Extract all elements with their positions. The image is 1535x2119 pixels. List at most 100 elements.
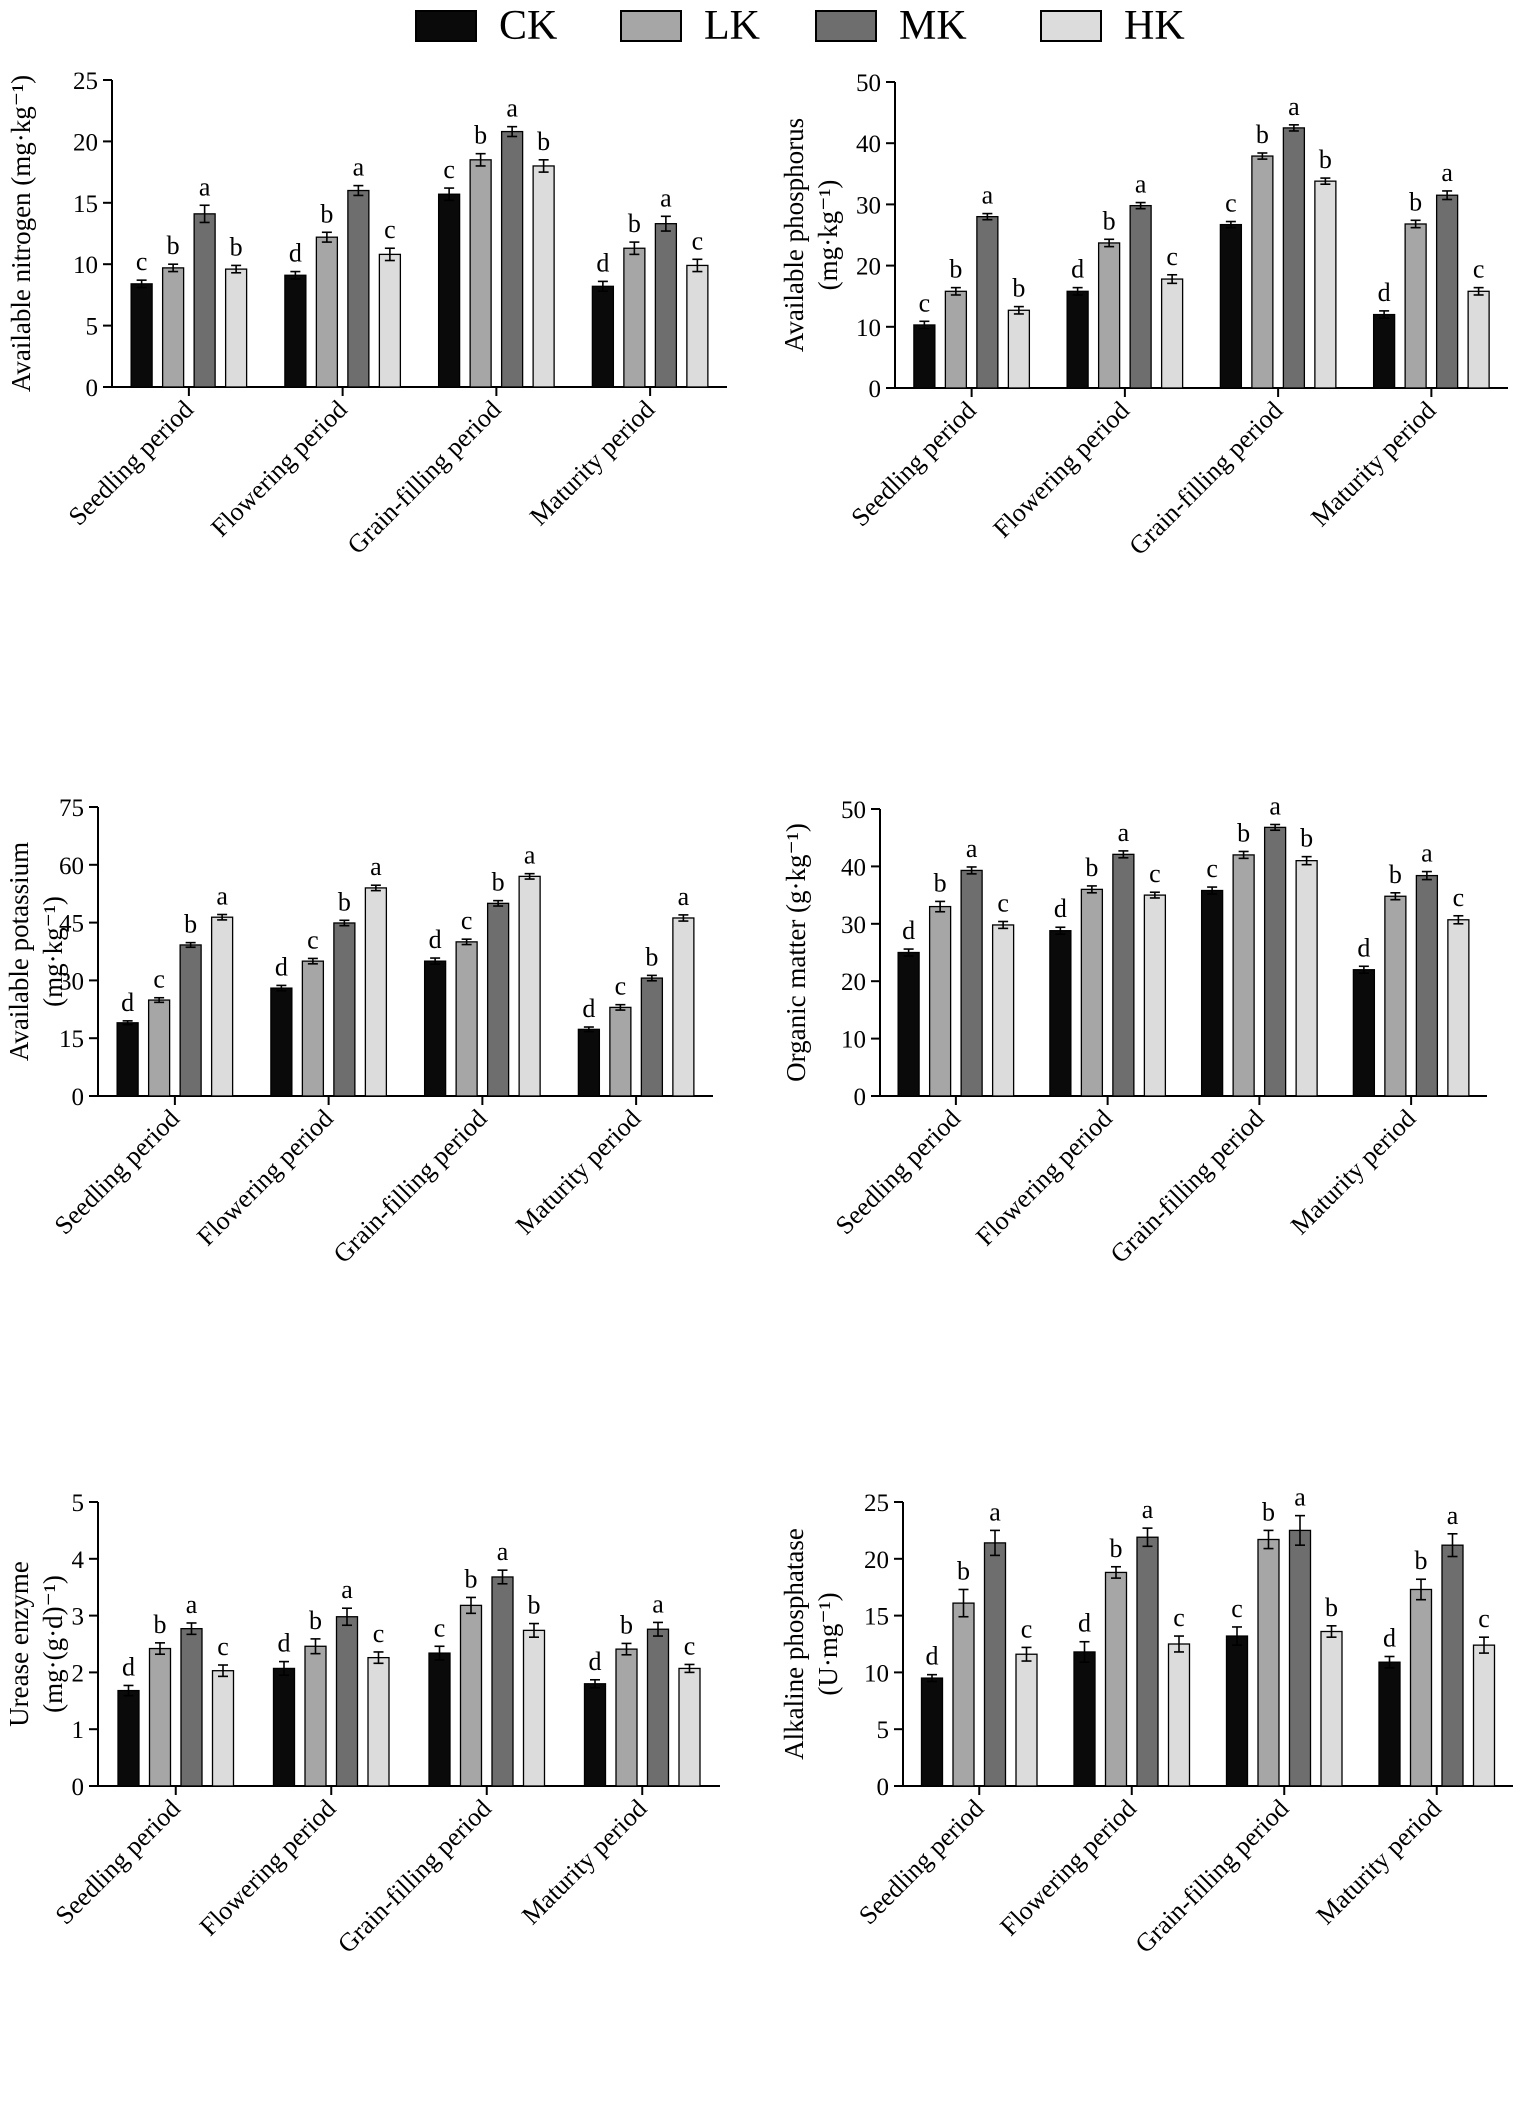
significance-letter: d (1383, 1623, 1396, 1652)
bar-ck (922, 1678, 943, 1786)
bar-hk (379, 254, 400, 387)
x-tick-label: Grain-filling period (1123, 396, 1288, 561)
significance-letter: c (1478, 1604, 1490, 1633)
bar-hk (1321, 1632, 1342, 1786)
significance-letter: a (989, 1497, 1001, 1526)
y-axis-label: Available phosphorus (mg·kg⁻¹) (779, 118, 843, 352)
significance-letter: c (384, 215, 396, 244)
bar-hk (1016, 1654, 1037, 1786)
bar-ck (1220, 225, 1241, 388)
legend: CK LK MK HK (0, 0, 1535, 55)
significance-letter: b (645, 942, 658, 971)
bar-ck (898, 953, 919, 1097)
significance-letter: c (307, 925, 319, 954)
significance-letter: c (153, 965, 165, 994)
significance-letter: b (1389, 860, 1402, 889)
bar-mk (1137, 1537, 1158, 1786)
bar-lk (930, 907, 951, 1096)
significance-letter: b (537, 127, 550, 156)
x-tick-label: Grain-filling period (1105, 1104, 1270, 1269)
bar-mk (1130, 206, 1151, 388)
chart-available-nitrogen: 0 5 10 15 20 25 Available nitrogen (mg·kg⁻¹) Se… (0, 60, 760, 750)
bar-mk (180, 945, 201, 1096)
significance-letter: b (1262, 1497, 1275, 1526)
significance-letter: c (1166, 242, 1178, 271)
bar-lk (1385, 896, 1406, 1096)
bar-hk (1296, 861, 1317, 1096)
bar-hk (519, 876, 540, 1096)
bar-ck (578, 1029, 599, 1096)
significance-letter: b (949, 255, 962, 284)
bar-hk (533, 166, 554, 387)
y-tick-label: 20 (841, 969, 866, 996)
significance-letter: b (338, 887, 351, 916)
bar-ck (425, 961, 446, 1096)
significance-letter: c (997, 889, 1009, 918)
significance-letter: b (1085, 853, 1098, 882)
y-tick-label: 15 (59, 1026, 84, 1053)
x-tick-label: Maturity period (516, 1794, 652, 1930)
bar-ck (914, 325, 935, 388)
bar-mk (1437, 195, 1458, 388)
bar-hk (212, 917, 233, 1096)
y-tick-label: 75 (59, 795, 84, 822)
y-tick-label: 50 (856, 70, 881, 97)
bar-mk (1290, 1530, 1311, 1786)
legend-item-lk: LK (620, 6, 760, 46)
significance-letter: d (275, 952, 288, 981)
y-tick-label: 50 (841, 797, 866, 824)
x-tick-label: Grain-filling period (328, 1104, 493, 1269)
significance-letter: b (620, 1610, 633, 1639)
bar-lk (610, 1007, 631, 1096)
bar-lk (461, 1605, 482, 1786)
significance-letter: a (1269, 791, 1281, 820)
significance-letter: c (1021, 1614, 1033, 1643)
significance-letter: c (1173, 1603, 1185, 1632)
x-tick-label: Seedling period (845, 396, 981, 532)
significance-letter: c (461, 906, 473, 935)
significance-letter: d (902, 916, 915, 945)
y-tick-label: 60 (59, 853, 84, 880)
chart-urease-enzyme: 0 1 2 3 4 5 Urease enzyme (mg·(g·d)⁻¹) Seedling … (0, 1460, 760, 2115)
x-tick-label: Seedling period (49, 1104, 185, 1240)
bar-mk (348, 191, 369, 387)
significance-letter: b (474, 121, 487, 150)
x-tick-label: Seedling period (830, 1104, 966, 1240)
bar-lk (1106, 1572, 1127, 1786)
significance-letter: b (628, 209, 641, 238)
significance-letter: b (1415, 1546, 1428, 1575)
chart-organic-matter: 0 10 20 30 40 50 Organic matter (g·kg⁻¹) Seedli… (775, 765, 1535, 1445)
bar-hk (226, 269, 247, 387)
legend-swatch-mk (815, 10, 877, 42)
x-tick-label: Seedling period (50, 1794, 186, 1930)
y-axis-label: Organic matter (g·kg⁻¹) (781, 823, 811, 1082)
bar-lk (1099, 243, 1120, 388)
bar-ck (131, 284, 152, 387)
significance-letter: d (429, 925, 442, 954)
bar-ck (274, 1668, 295, 1786)
bar-ck (285, 275, 306, 387)
y-axis-label-text: Available nitrogen (mg·kg⁻¹) (6, 75, 36, 392)
significance-letter: c (136, 247, 148, 276)
significance-letter: a (341, 1575, 353, 1604)
significance-letter: b (320, 199, 333, 228)
significance-letter: c (1231, 1594, 1243, 1623)
bar-lk (616, 1649, 637, 1786)
y-tick-label: 15 (864, 1604, 889, 1631)
significance-letter: d (1357, 933, 1370, 962)
significance-letter: a (982, 181, 994, 210)
significance-letter: d (289, 239, 302, 268)
bar-hk (1315, 181, 1336, 388)
y-axis-label-text: Organic matter (g·kg⁻¹) (781, 823, 811, 1082)
y-tick-label: 25 (73, 68, 98, 95)
x-tick-label: Flowering period (194, 1794, 342, 1942)
significance-letter: a (660, 183, 672, 212)
significance-letter: d (589, 1647, 602, 1676)
legend-item-mk: MK (815, 6, 967, 46)
y-tick-label: 15 (73, 191, 98, 218)
significance-letter: a (1135, 170, 1147, 199)
y-axis-label-text: (mg·(g·d)⁻¹) (38, 1575, 68, 1713)
significance-letter: c (1453, 883, 1465, 912)
bar-ck (118, 1691, 139, 1786)
y-tick-label: 5 (72, 1490, 85, 1517)
